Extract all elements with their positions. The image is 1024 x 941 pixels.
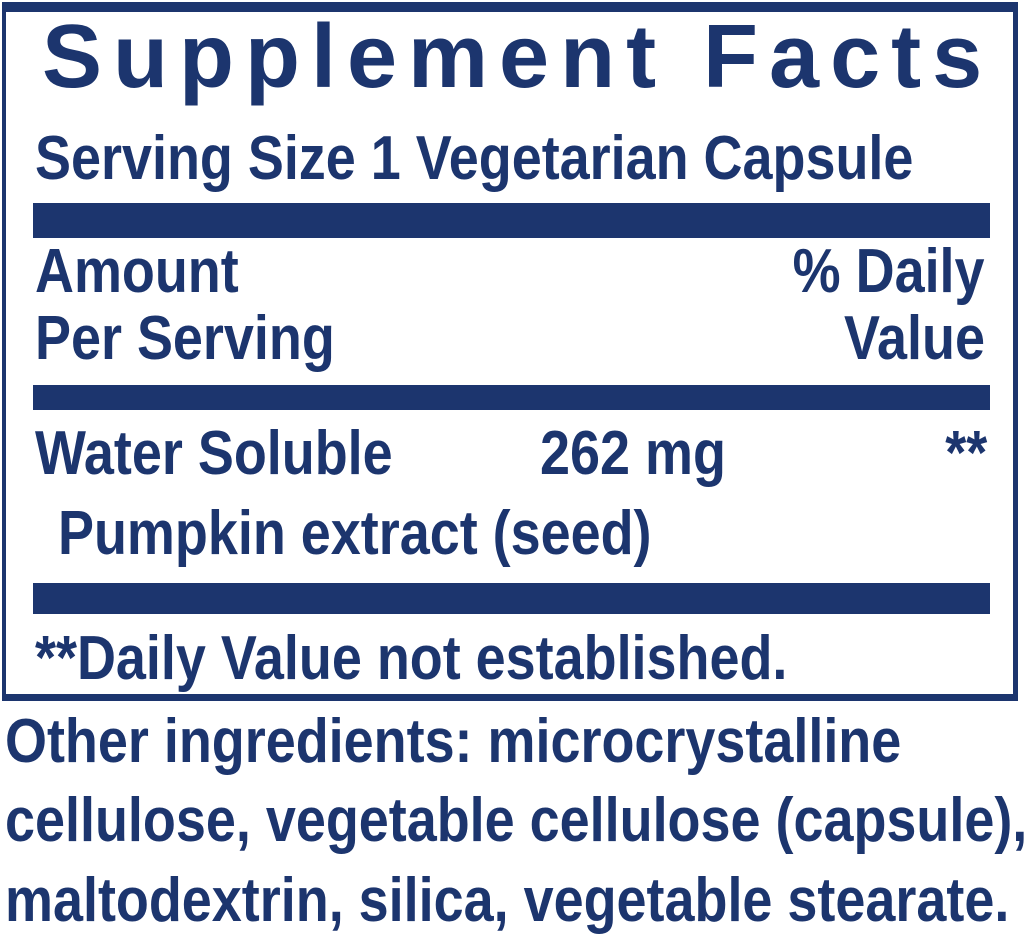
other-ingredients-line3: maltodextrin, silica, vegetable stearate…	[5, 866, 1010, 935]
ingredient-amount: 262 mg	[540, 419, 726, 488]
daily-value-label-line2: Value	[844, 304, 985, 373]
other-ingredients-line1: Other ingredients: microcrystalline	[5, 707, 902, 776]
other-ingredients-line2: cellulose, vegetable cellulose (capsule)…	[5, 786, 1024, 855]
daily-value-label-line1: % Daily	[793, 237, 985, 306]
separator-bar-top	[33, 203, 990, 238]
supplement-facts-panel: Supplement Facts Serving Size 1 Vegetari…	[2, 2, 1018, 701]
ingredient-detail: Pumpkin extract (seed)	[58, 499, 652, 568]
amount-per-serving-label-line1: Amount	[35, 237, 239, 306]
amount-per-serving-label-line2: Per Serving	[35, 304, 335, 373]
panel-title: Supplement Facts	[42, 7, 994, 107]
separator-bar-header	[33, 385, 990, 410]
daily-value-footnote: **Daily Value not established.	[35, 624, 788, 693]
ingredient-daily-value-asterisks: **	[945, 419, 987, 488]
ingredient-name: Water Soluble	[35, 419, 393, 488]
serving-size-line: Serving Size 1 Vegetarian Capsule	[35, 124, 914, 193]
separator-bar-bottom	[33, 583, 990, 614]
